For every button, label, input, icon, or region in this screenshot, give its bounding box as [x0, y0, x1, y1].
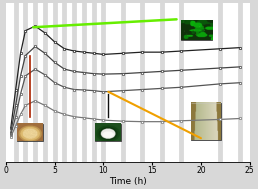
- X-axis label: Time (h): Time (h): [109, 177, 147, 186]
